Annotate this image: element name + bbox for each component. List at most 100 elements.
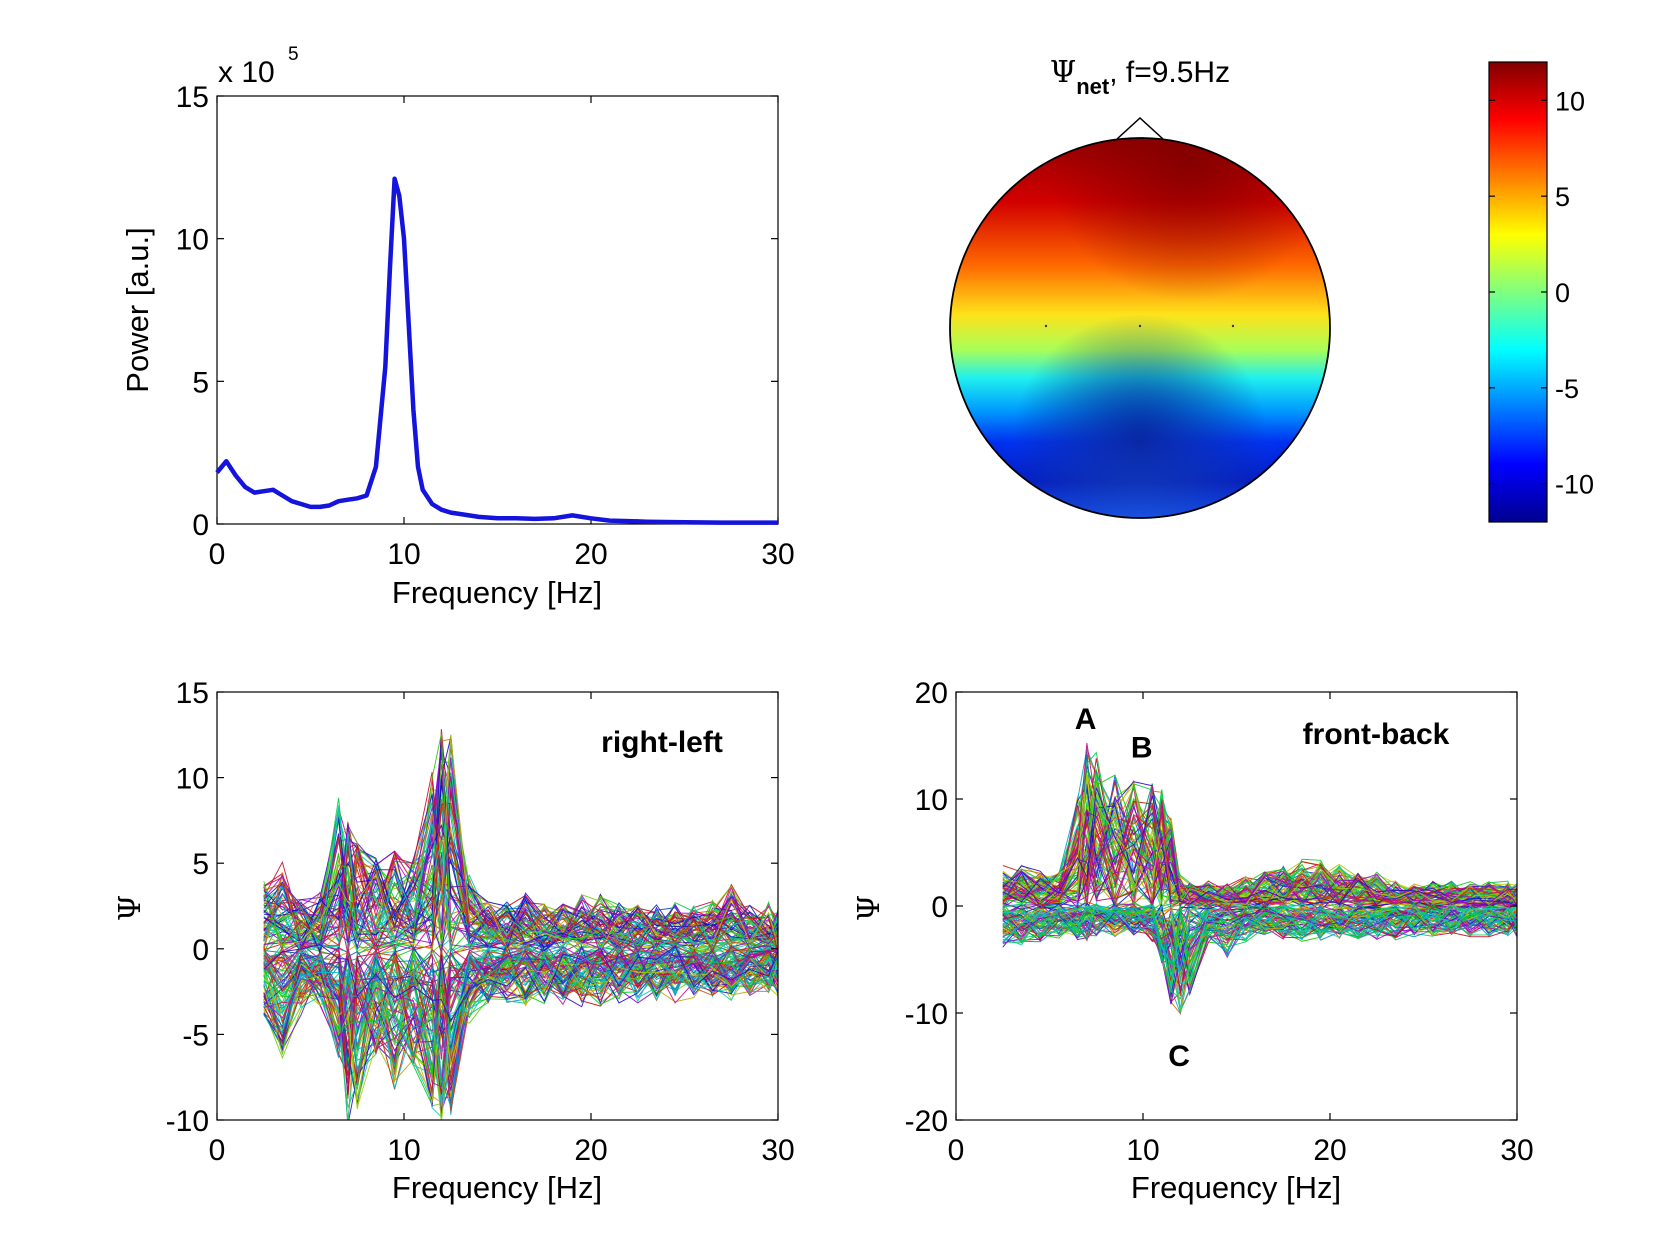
x-tick-label: 10 — [1126, 1134, 1159, 1167]
front-back-plot: 0 10 20 30 -20 -10 0 10 20 front-back A B C Freque… — [852, 677, 1534, 1205]
colorbar-ticks: 10 5 0 -5 -10 — [1489, 86, 1594, 500]
trace — [263, 946, 778, 1088]
colorbar-tick-label: -5 — [1555, 374, 1579, 404]
front-back-ticks: 0 10 20 30 -20 -10 0 10 20 — [905, 677, 1534, 1167]
spectrum-xlabel: Frequency [Hz] — [392, 575, 602, 610]
front-back-xlabel: Frequency [Hz] — [1131, 1170, 1341, 1205]
spectrum-exponent-power: 5 — [288, 44, 299, 65]
trace — [263, 944, 778, 1050]
colorbar-tick-label: 10 — [1555, 86, 1585, 116]
trace — [263, 943, 778, 1095]
trace — [263, 840, 778, 954]
y-tick-label: 0 — [192, 934, 209, 967]
right-left-axes-frame — [216, 691, 779, 1121]
y-tick-label: -10 — [166, 1105, 209, 1138]
spectrum-plot: 0 10 20 30 0 5 10 15 x 10 5 Frequency [Hz] Powe… — [120, 44, 795, 610]
trace — [263, 772, 778, 951]
front-back-ylabel: Ψ — [852, 895, 887, 921]
trace — [1002, 902, 1517, 981]
x-tick-label: 20 — [1313, 1134, 1346, 1167]
topomap: Ψnet, f=9.5Hz — [949, 55, 1331, 519]
trace — [263, 734, 778, 949]
x-tick-label: 10 — [387, 1134, 420, 1167]
trace — [1002, 819, 1517, 903]
trace — [263, 945, 778, 1066]
right-left-xlabel: Frequency [Hz] — [392, 1170, 602, 1205]
spectrum-axes-frame — [216, 95, 779, 525]
trace — [263, 813, 778, 955]
right-left-ticks: 0 10 20 30 -10 -5 0 5 10 15 — [166, 677, 795, 1167]
y-tick-label: -10 — [905, 998, 948, 1031]
x-tick-label: 10 — [387, 538, 420, 571]
x-tick-label: 20 — [574, 1134, 607, 1167]
x-tick-label: 20 — [574, 538, 607, 571]
front-back-annotations: A B C — [1075, 703, 1190, 1073]
x-tick-label: 30 — [761, 1134, 794, 1167]
trace — [263, 944, 778, 1023]
trace — [1002, 848, 1517, 908]
trace — [1002, 787, 1517, 906]
y-tick-label: 10 — [915, 784, 948, 817]
y-tick-label: 20 — [915, 677, 948, 710]
trace — [263, 776, 778, 956]
trace — [263, 733, 778, 952]
trace — [1002, 905, 1517, 963]
x-tick-label: 0 — [209, 1134, 226, 1167]
x-tick-label: 0 — [209, 538, 226, 571]
trace — [1002, 837, 1517, 906]
trace — [263, 944, 778, 1094]
y-tick-label: 15 — [176, 677, 209, 710]
right-left-traces — [263, 729, 778, 1120]
x-tick-label: 0 — [948, 1134, 965, 1167]
trace — [263, 841, 778, 954]
trace — [263, 947, 778, 1089]
annotation-A: A — [1075, 703, 1097, 736]
colorbar-tick-label: 5 — [1555, 182, 1570, 212]
trace — [1002, 743, 1517, 905]
spectrum-ylabel: Power [a.u.] — [120, 227, 155, 392]
topomap-title: Ψnet, f=9.5Hz — [1050, 55, 1230, 99]
topomap-title-subscript: net — [1076, 74, 1110, 99]
y-tick-label: 5 — [192, 848, 209, 881]
right-left-ylabel: Ψ — [113, 895, 148, 921]
y-tick-label: 5 — [192, 366, 209, 399]
topomap-field — [950, 138, 1330, 518]
trace — [1002, 774, 1517, 905]
x-tick-label: 30 — [1500, 1134, 1533, 1167]
front-back-traces — [1002, 743, 1517, 1016]
right-left-title: right-left — [601, 726, 723, 759]
trace — [263, 960, 778, 1108]
trace — [263, 735, 778, 951]
head-nose — [1116, 116, 1164, 140]
y-tick-label: 15 — [176, 81, 209, 114]
head-outline — [949, 137, 1331, 519]
y-tick-label: -5 — [182, 1019, 209, 1052]
colorbar-gradient — [1488, 61, 1548, 523]
topomap-title-rest: , f=9.5Hz — [1109, 56, 1230, 89]
trace — [1002, 903, 1517, 985]
trace — [1002, 784, 1517, 906]
topomap-title-symbol: Ψ — [1050, 55, 1076, 90]
trace — [263, 942, 778, 1067]
right-left-plot: 0 10 20 30 -10 -5 0 5 10 15 right-left Frequency … — [113, 677, 795, 1205]
annotation-B: B — [1131, 732, 1153, 765]
trace — [263, 955, 778, 1073]
trace — [1002, 901, 1517, 980]
trace — [1002, 907, 1517, 970]
trace — [263, 948, 778, 1120]
trace — [263, 804, 778, 947]
y-tick-label: -20 — [905, 1105, 948, 1138]
y-tick-label: 0 — [192, 509, 209, 542]
front-back-title: front-back — [1303, 718, 1450, 751]
x-tick-label: 30 — [761, 538, 794, 571]
annotation-C: C — [1168, 1040, 1190, 1073]
trace — [263, 802, 778, 955]
colorbar-tick-label: -10 — [1555, 470, 1594, 500]
trace — [1002, 813, 1517, 909]
colorbar: 10 5 0 -5 -10 — [1488, 61, 1594, 523]
trace — [1002, 903, 1517, 1000]
y-tick-label: 0 — [931, 891, 948, 924]
y-tick-label: 10 — [176, 224, 209, 257]
colorbar-tick-label: 0 — [1555, 278, 1570, 308]
